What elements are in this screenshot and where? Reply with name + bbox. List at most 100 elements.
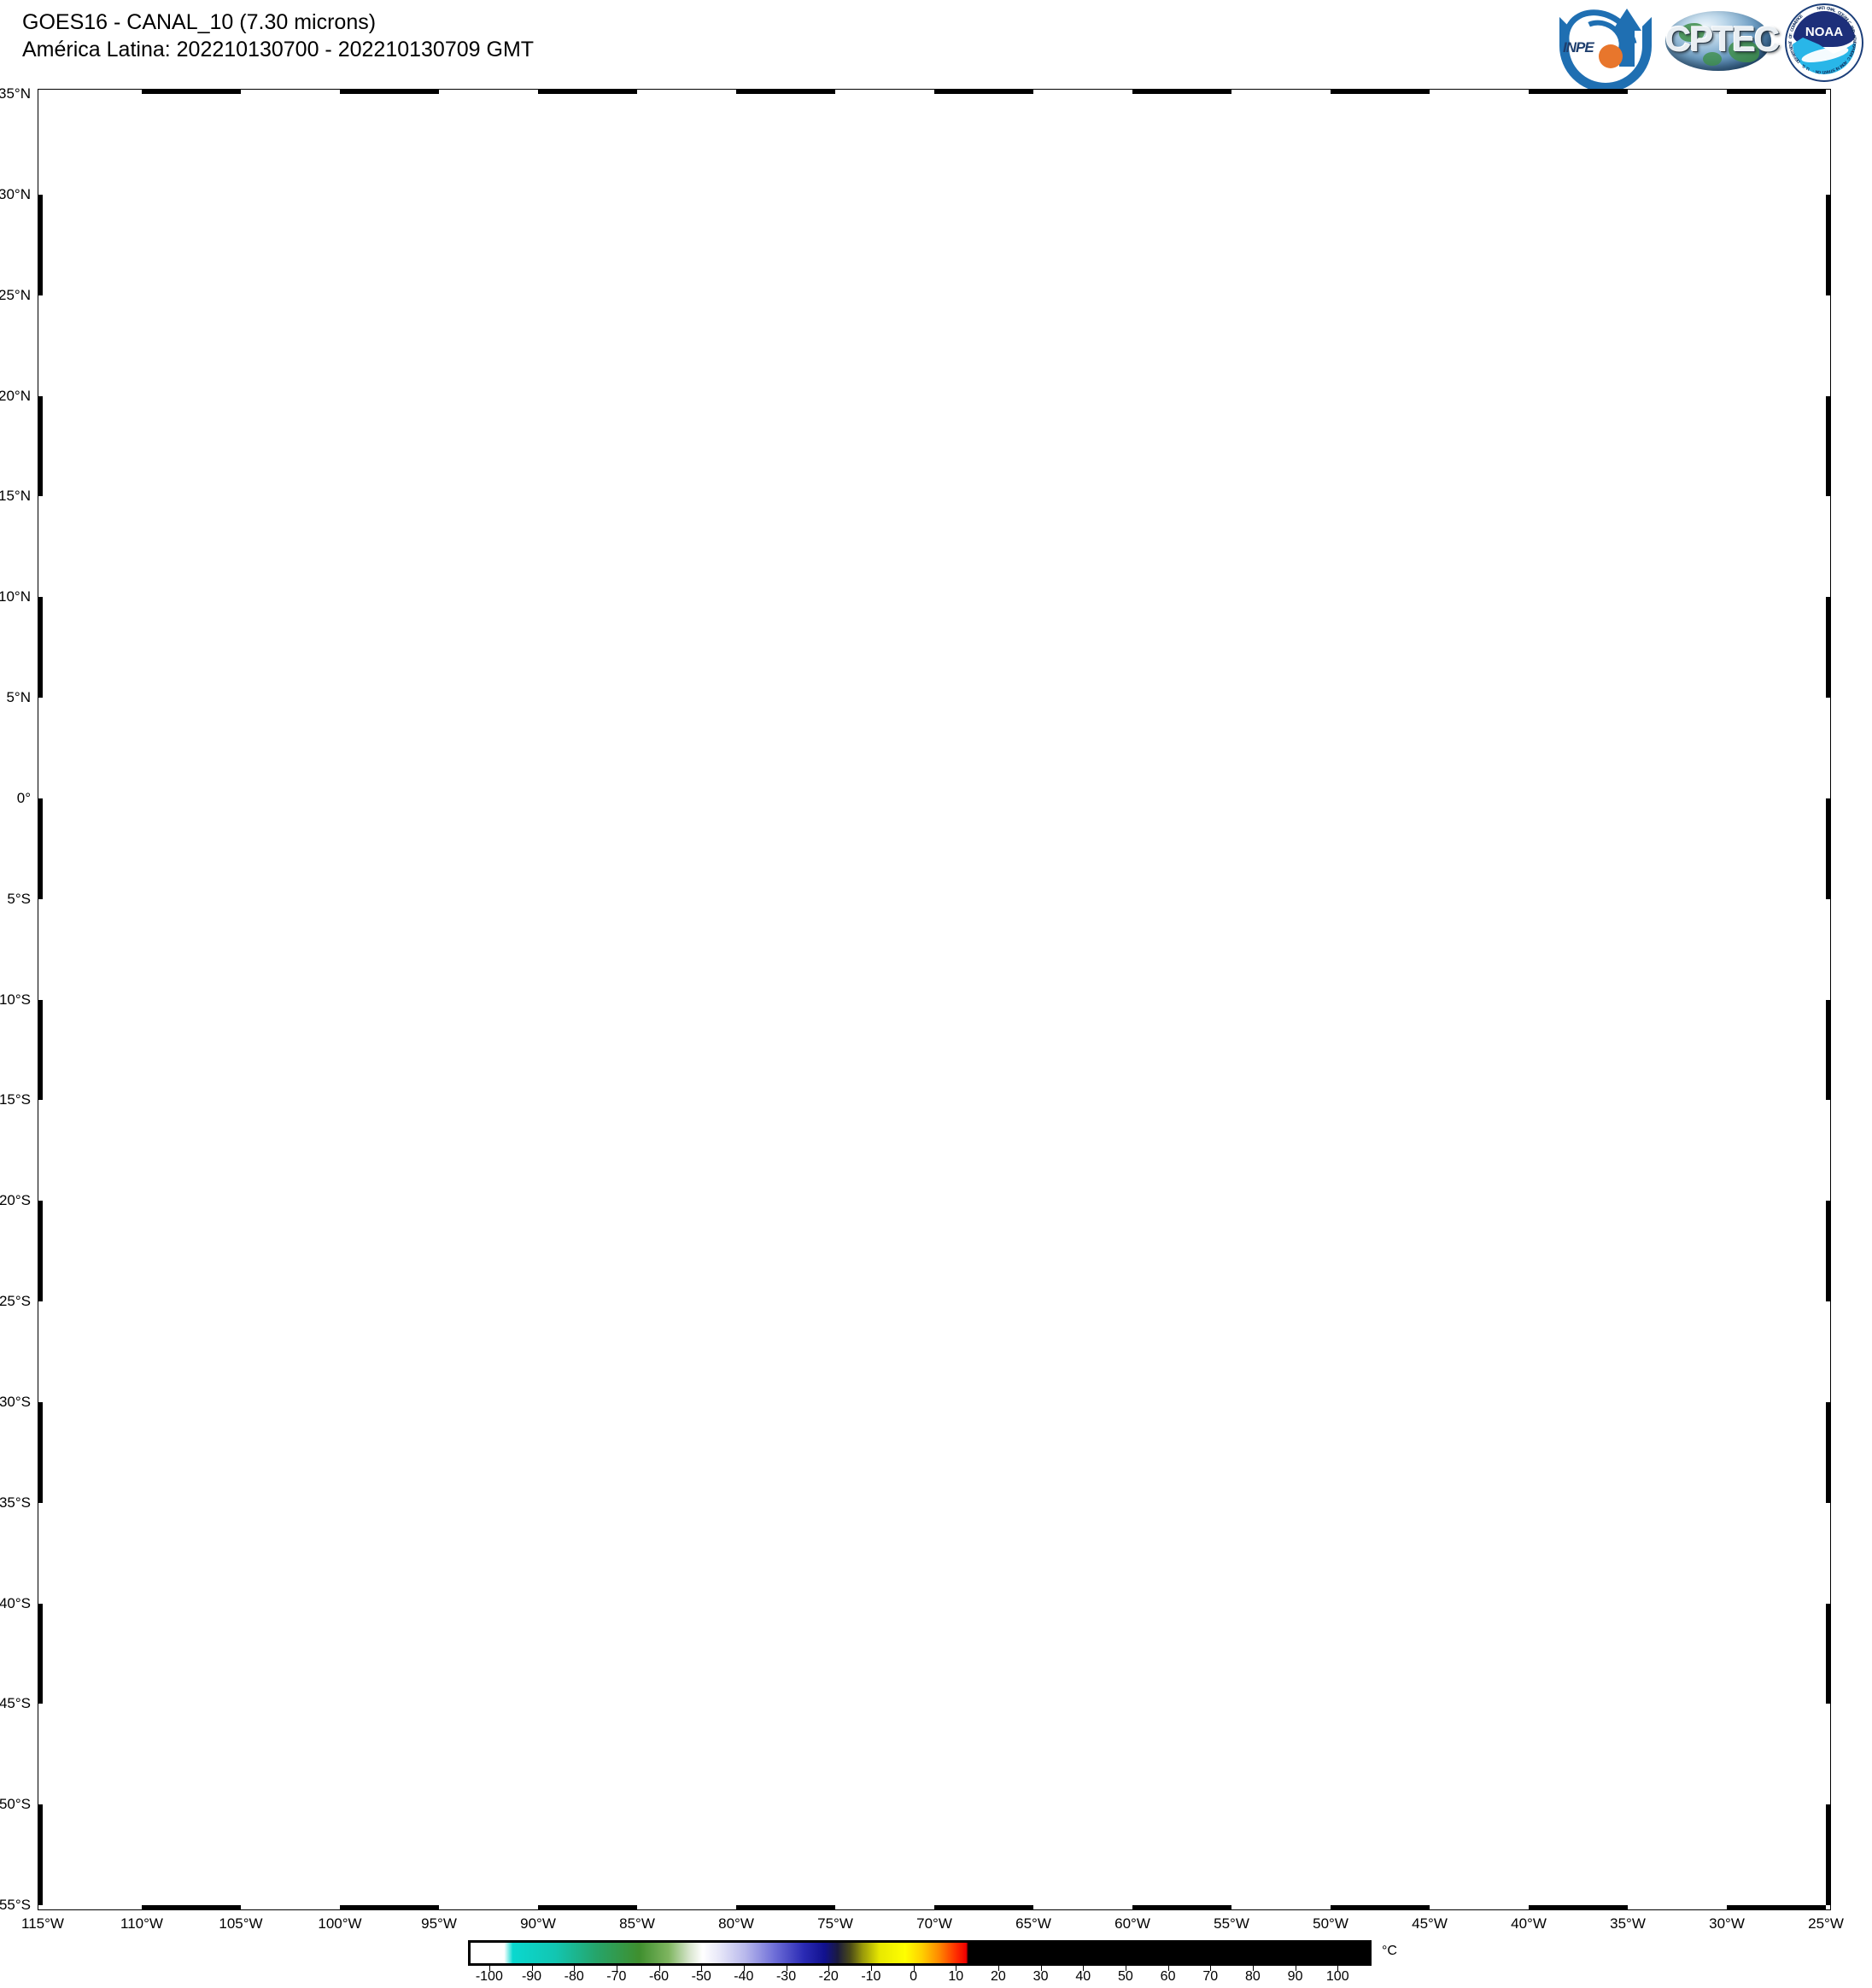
- colorbar-tick: [997, 1966, 999, 1971]
- frame-tick-bottom: [736, 1905, 835, 1910]
- colorbar-tick: [531, 1966, 533, 1971]
- longitude-tick-label: 95°W: [421, 1915, 457, 1932]
- latitude-tick-label: 30°N: [0, 185, 31, 202]
- latitude-tick-label: 15°N: [0, 488, 31, 505]
- latitude-tick-label: 25°N: [0, 286, 31, 303]
- frame-tick-right: [1826, 1603, 1831, 1704]
- latitude-tick-label: 20°S: [0, 1192, 31, 1209]
- latitude-tick-label: 35°N: [0, 85, 31, 102]
- frame-tick-bottom: [1132, 1905, 1231, 1910]
- frame-tick-right: [1826, 1401, 1831, 1503]
- frame-tick-bottom: [1529, 1905, 1628, 1910]
- colorbar-tick: [828, 1966, 830, 1971]
- cptec-wordmark: CPTEC: [1665, 19, 1780, 59]
- colorbar-tick: [743, 1966, 745, 1971]
- frame-tick-right: [1826, 194, 1831, 295]
- colorbar-tick-label: -60: [648, 1969, 670, 1984]
- colorbar-tick-label: 50: [1117, 1969, 1133, 1984]
- latitude-tick-label: 10°N: [0, 588, 31, 605]
- colorbar-tick-label: 40: [1075, 1969, 1091, 1984]
- frame-tick-right: [1826, 798, 1831, 899]
- cptec-logo: CPTEC: [1665, 6, 1780, 76]
- satellite-map[interactable]: [38, 89, 1831, 1910]
- frame-tick-bottom: [142, 1905, 241, 1910]
- colorbar-tick-label: 90: [1287, 1969, 1303, 1984]
- longitude-tick-label: 90°W: [520, 1915, 556, 1932]
- colorbar-tick-label: -10: [861, 1969, 881, 1984]
- colorbar-tick: [913, 1966, 915, 1971]
- colorbar-tick: [488, 1966, 490, 1971]
- frame-tick-bottom: [934, 1905, 1033, 1910]
- inpe-arrow-head: [1612, 9, 1641, 31]
- colorbar-tick-label: -90: [521, 1969, 542, 1984]
- longitude-tick-label: 105°W: [219, 1915, 263, 1932]
- colorbar-tick-label: -70: [606, 1969, 627, 1984]
- latitude-tick-label: 35°S: [0, 1494, 31, 1511]
- longitude-tick-label: 65°W: [1015, 1915, 1051, 1932]
- colorbar-tick-label: -20: [818, 1969, 839, 1984]
- colorbar-tick: [1040, 1966, 1042, 1971]
- frame-tick-right: [1826, 1201, 1831, 1301]
- colorbar-tick: [870, 1966, 872, 1971]
- frame-tick-right: [1826, 395, 1831, 497]
- longitude-tick-label: 50°W: [1313, 1915, 1348, 1932]
- frame-tick-right: [1826, 999, 1831, 1101]
- colorbar-tick: [658, 1966, 660, 1971]
- frame-tick-bottom: [1727, 1905, 1826, 1910]
- frame-tick-bottom: [1331, 1905, 1430, 1910]
- title-block: GOES16 - CANAL_10 (7.30 microns) América…: [22, 9, 534, 63]
- frame-tick-bottom: [340, 1905, 439, 1910]
- longitude-tick-label: 35°W: [1610, 1915, 1646, 1932]
- colorbar-tick-label: 70: [1202, 1969, 1219, 1984]
- colorbar-tick-label: -30: [775, 1969, 797, 1984]
- latitude-tick-label: 45°S: [0, 1695, 31, 1712]
- satellite-image-canvas: [43, 94, 1826, 1905]
- latitude-tick-label: 15°S: [0, 1091, 31, 1108]
- longitude-tick-label: 25°W: [1808, 1915, 1844, 1932]
- latitude-tick-label: 5°S: [7, 890, 31, 907]
- colorbar: -100 -90 -80 -70 -60 -50 -40 -30 -20 -10 0 10 20 30 40…: [468, 1940, 1397, 1984]
- product-title: GOES16 - CANAL_10 (7.30 microns): [22, 10, 377, 34]
- colorbar-tick-label: 60: [1160, 1969, 1176, 1984]
- longitude-tick-label: 40°W: [1511, 1915, 1547, 1932]
- inpe-sun-dot: [1599, 44, 1623, 68]
- colorbar-tick: [1337, 1966, 1339, 1971]
- cptec-landmass-1: [1679, 23, 1705, 42]
- longitude-tick-label: 60°W: [1114, 1915, 1150, 1932]
- colorbar-tick: [701, 1966, 703, 1971]
- cptec-landmass-3: [1703, 52, 1722, 66]
- noaa-wordmark: NOAA: [1805, 25, 1844, 39]
- product-subtitle: América Latina: 202210130700 - 202210130…: [22, 38, 535, 61]
- inpe-wordmark: INPE: [1563, 39, 1594, 56]
- colorbar-gradient: [471, 1943, 1369, 1963]
- latitude-tick-label: 5°N: [6, 689, 31, 705]
- longitude-tick-label: 85°W: [619, 1915, 655, 1932]
- latitude-tick-label: 20°N: [0, 387, 31, 404]
- colorbar-tick: [1210, 1966, 1212, 1971]
- longitude-tick-label: 75°W: [817, 1915, 853, 1932]
- longitude-tick-label: 45°W: [1412, 1915, 1448, 1932]
- longitude-tick-label: 115°W: [21, 1915, 64, 1932]
- colorbar-tick-label: 80: [1245, 1969, 1261, 1984]
- latitude-tick-label: 50°S: [0, 1796, 31, 1813]
- colorbar-tick-label: -100: [475, 1969, 503, 1984]
- colorbar-tick: [574, 1966, 576, 1971]
- colorbar-unit-label: °C: [1382, 1944, 1397, 1958]
- frame-tick-right: [1826, 597, 1831, 698]
- colorbar-tick-label: 0: [910, 1969, 917, 1984]
- latitude-tick-label: 40°S: [0, 1594, 31, 1611]
- longitude-tick-label: 30°W: [1709, 1915, 1745, 1932]
- colorbar-tick-label: 10: [948, 1969, 964, 1984]
- longitude-tick-label: 80°W: [718, 1915, 754, 1932]
- colorbar-tick-label: -80: [564, 1969, 584, 1984]
- noaa-seal-inner: NOAA: [1793, 11, 1856, 74]
- colorbar-tick-label: -40: [734, 1969, 754, 1984]
- colorbar-track: [468, 1940, 1372, 1966]
- noaa-seal-ring: NOAA: [1785, 3, 1863, 82]
- latitude-tick-label: 30°S: [0, 1393, 31, 1410]
- longitude-tick-label: 55°W: [1214, 1915, 1249, 1932]
- longitude-tick-label: 110°W: [120, 1915, 163, 1932]
- inpe-arc-shape: [1559, 17, 1652, 92]
